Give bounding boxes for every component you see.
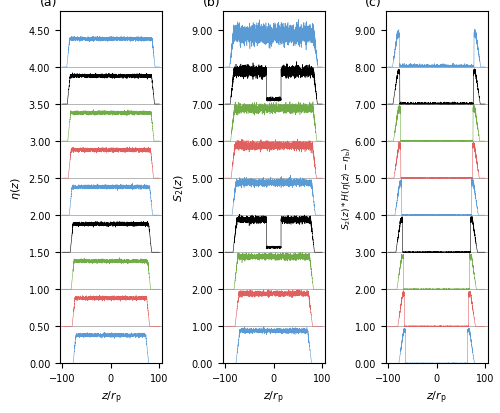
Text: (c): (c) xyxy=(366,0,382,9)
Y-axis label: $\eta(z)$: $\eta(z)$ xyxy=(9,177,23,199)
Y-axis label: $S_2(z)$: $S_2(z)$ xyxy=(172,174,186,202)
X-axis label: $z/r_\mathrm{p}$: $z/r_\mathrm{p}$ xyxy=(426,389,447,405)
Y-axis label: $S_2(z)*H(\eta(z)-\eta_\mathrm{b})$: $S_2(z)*H(\eta(z)-\eta_\mathrm{b})$ xyxy=(340,147,353,229)
Text: (b): (b) xyxy=(202,0,220,9)
X-axis label: $z/r_\mathrm{p}$: $z/r_\mathrm{p}$ xyxy=(264,389,284,405)
Text: (a): (a) xyxy=(40,0,57,9)
X-axis label: $z/r_\mathrm{p}$: $z/r_\mathrm{p}$ xyxy=(100,389,121,405)
